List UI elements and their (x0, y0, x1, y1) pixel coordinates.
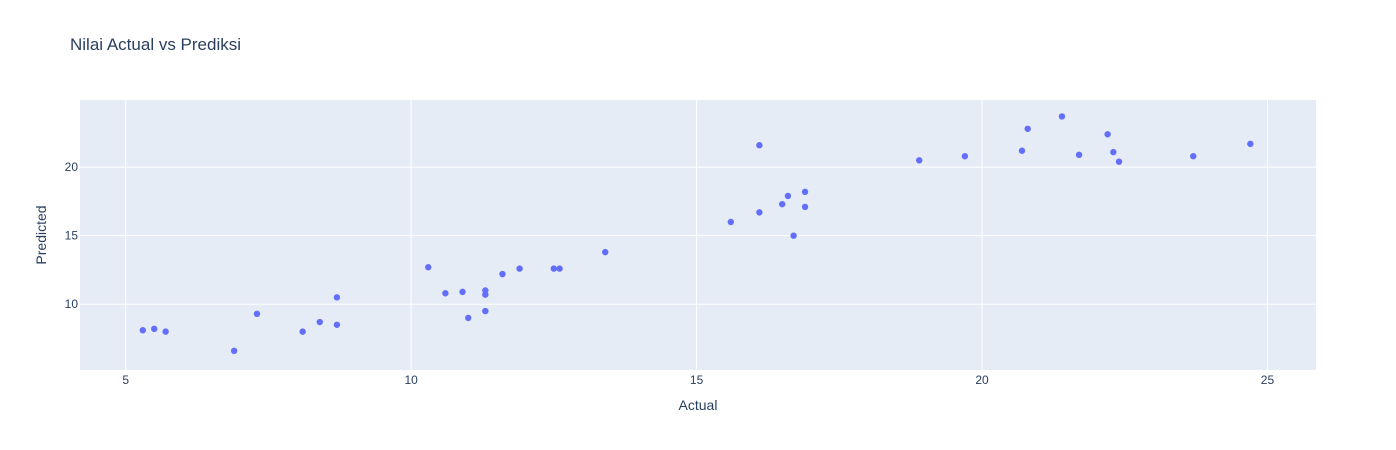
scatter-point (230, 347, 238, 355)
scatter-point (1247, 140, 1254, 148)
scatter-point (316, 318, 323, 326)
scatter-point (482, 291, 489, 298)
scatter-point (151, 325, 158, 333)
x-tick-label: 25 (1261, 373, 1275, 387)
scatter-point (139, 327, 146, 334)
scatter-point (162, 328, 169, 335)
scatter-point (1024, 125, 1031, 132)
scatter-point (801, 203, 809, 211)
plot-area (80, 100, 1316, 370)
scatter-point (499, 270, 506, 278)
scatter-point (1190, 152, 1197, 160)
scatter-point (333, 294, 341, 301)
scatter-point (333, 321, 341, 328)
x-axis-ticks: 5 10 15 20 25 (122, 373, 1274, 387)
scatter-point (916, 157, 923, 164)
scatter-point (756, 209, 763, 216)
x-tick-label: 20 (975, 373, 989, 387)
scatter-point (465, 314, 472, 322)
scatter-point (1115, 158, 1123, 165)
scatter-point (1110, 148, 1117, 156)
scatter-point (602, 248, 609, 256)
y-tick-label: 20 (65, 160, 79, 174)
scatter-point (961, 152, 969, 160)
scatter-point (253, 310, 261, 318)
y-tick-label: 15 (65, 229, 79, 243)
chart-title: Nilai Actual vs Prediksi (70, 35, 241, 54)
scatter-point (1104, 131, 1111, 138)
grid-lines (80, 100, 1316, 370)
x-axis-label: Actual (679, 397, 718, 413)
scatter-point (784, 192, 792, 200)
y-tick-label: 10 (65, 297, 79, 311)
scatter-point (516, 265, 523, 272)
scatter-point (482, 307, 489, 315)
scatter-point (459, 288, 466, 296)
scatter-point (1018, 147, 1026, 154)
y-axis-label: Predicted (33, 205, 49, 264)
scatter-point (1075, 151, 1083, 159)
x-tick-label: 5 (122, 373, 129, 387)
scatter-point (556, 265, 563, 272)
x-tick-label: 10 (404, 373, 418, 387)
y-axis-ticks: 10 15 20 (65, 160, 79, 311)
scatter-point (779, 200, 786, 208)
scatter-point (550, 265, 558, 272)
scatter-point (299, 328, 306, 335)
scatter-point (425, 264, 432, 271)
scatter-point (790, 232, 797, 239)
scatter-point (727, 218, 735, 226)
scatter-point (801, 188, 809, 196)
scatter-point (1058, 113, 1066, 120)
data-points (139, 113, 1254, 355)
x-tick-label: 15 (690, 373, 704, 387)
scatter-point (442, 290, 449, 297)
scatter-point (756, 142, 763, 149)
